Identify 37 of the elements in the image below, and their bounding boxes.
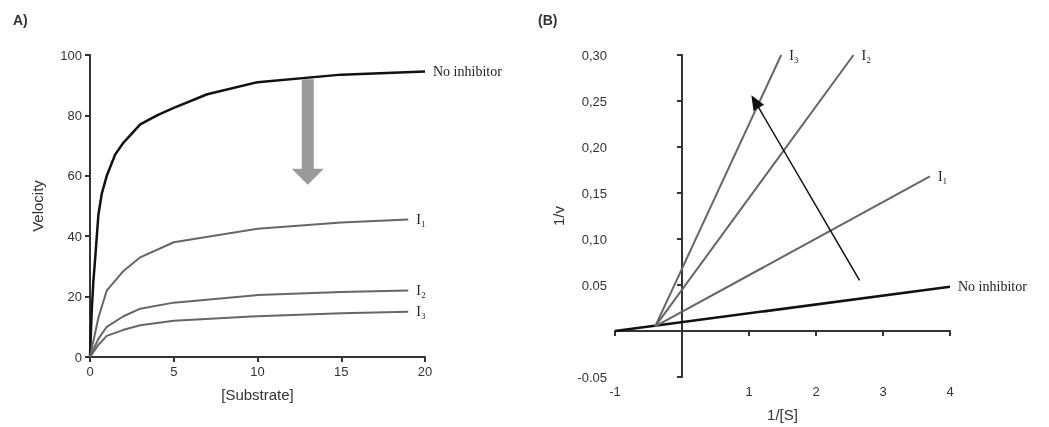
y-tick-label: 100 (60, 47, 82, 63)
x-tick-label: -1 (608, 384, 621, 399)
series-label: I₃ (416, 304, 426, 320)
x-tick-label: 4 (945, 384, 954, 399)
y-tick-label: 20 (67, 289, 82, 305)
series-label: I₁ (416, 212, 426, 228)
series-label: I₂ (861, 47, 871, 63)
series-label: I₁ (937, 168, 947, 184)
x-tick-label: 15 (334, 364, 349, 379)
y-tick-label: 60 (67, 168, 82, 184)
y-tick-label: 0,25 (581, 93, 607, 109)
x-tick-label: 5 (170, 364, 178, 379)
y-tick-label: 0,20 (581, 139, 607, 155)
x-tick-label: 1 (744, 384, 753, 399)
x-tick-label: 20 (417, 364, 433, 379)
x-axis-title: [Substrate] (221, 386, 294, 403)
y-tick-label: 0.05 (581, 277, 607, 293)
series-label: No inhibitor (433, 64, 503, 80)
x-tick-label: 3 (878, 384, 887, 399)
series-label: I₃ (788, 47, 799, 63)
y-tick-label: 80 (67, 107, 82, 123)
y-axis-title: Velocity (29, 179, 46, 232)
y-tick-label: 0,15 (581, 185, 607, 201)
x-tick-label: 2 (811, 384, 820, 399)
series-label: No inhibitor (957, 279, 1027, 295)
y-tick-label: 0,10 (581, 231, 607, 247)
series-label: I₂ (416, 283, 426, 299)
y-tick-label: 0,30 (581, 47, 607, 63)
y-tick-label: -0.05 (576, 369, 607, 385)
x-tick-label: 10 (250, 364, 265, 379)
y-axis-title: 1/v (549, 205, 567, 227)
x-tick-label: 0 (86, 364, 94, 379)
x-axis-title: 1/[S] (766, 406, 798, 423)
y-tick-label: 40 (67, 228, 82, 244)
y-tick-label: 0 (74, 349, 82, 365)
chart-title: A) (13, 12, 28, 28)
chart-title: (B) (537, 12, 557, 28)
